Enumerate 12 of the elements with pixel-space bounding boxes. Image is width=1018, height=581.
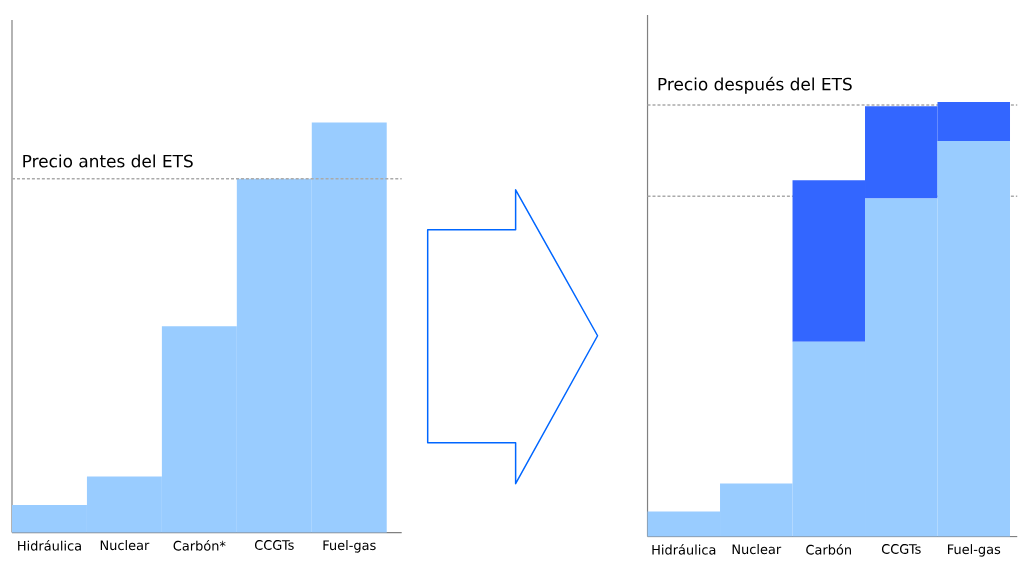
x-tick-label: Fuel-gas (323, 540, 376, 553)
x-tick-label: Carbón* (173, 540, 226, 551)
x-tick-label: Nuclear (732, 544, 782, 555)
ref-line-label: Precio antes del ETS (23, 154, 193, 168)
ref-line-label: Precio después del ETS (658, 76, 852, 94)
x-tick-label: Nuclear (100, 540, 150, 551)
x-tick-label: CCGTs (254, 540, 294, 551)
x-tick-label: Hidráulica (652, 544, 716, 555)
x-tick-label: Carbón (806, 544, 851, 555)
x-tick-label: Fuel-gas (947, 544, 1001, 557)
x-tick-label: CCGTs (881, 544, 921, 555)
x-tick-label: Hidráulica (18, 540, 81, 551)
